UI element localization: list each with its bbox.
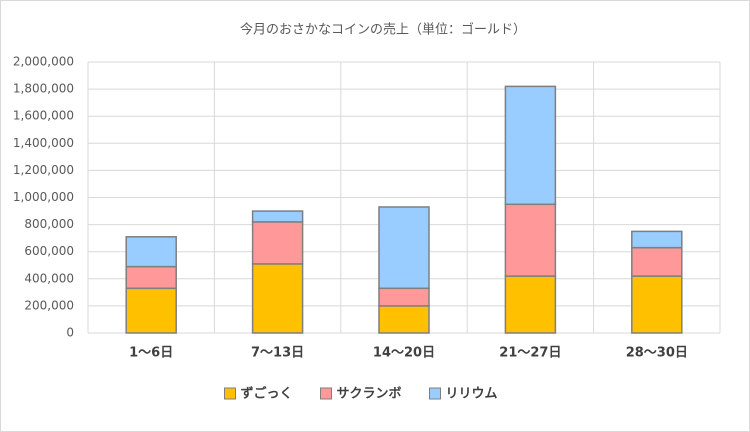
x-tick-label: 7〜13日	[251, 346, 304, 361]
bar-segment	[378, 287, 430, 307]
bar-segment	[125, 265, 177, 290]
legend-swatch	[224, 387, 236, 400]
bar-segment	[125, 287, 177, 334]
bar-segment	[504, 203, 557, 277]
y-tick-label: 1,200,000	[13, 163, 74, 177]
bar-segment	[631, 246, 683, 277]
bar-segment	[378, 305, 430, 334]
y-tick-label: 2,000,000	[13, 55, 74, 69]
legend-swatch	[429, 387, 441, 400]
bar-segment	[251, 263, 304, 334]
y-tick-label: 1,600,000	[13, 109, 74, 123]
bar-segment	[631, 275, 683, 334]
x-tick-label: 1〜6日	[129, 346, 173, 361]
y-tick-label: 1,800,000	[13, 82, 74, 96]
bar-segment	[378, 206, 430, 290]
y-tick-label: 1,000,000	[13, 190, 74, 204]
y-tick-label: 0	[66, 326, 74, 340]
legend-label: ずごっく	[241, 386, 293, 402]
bar-segment	[504, 85, 557, 206]
bar-segment	[125, 236, 177, 268]
x-tick-label: 28〜30日	[626, 346, 688, 361]
bar-segment	[504, 275, 557, 334]
y-tick-label: 600,000	[24, 244, 74, 258]
x-tick-label: 21〜27日	[499, 346, 561, 361]
y-tick-label: 800,000	[24, 217, 74, 231]
legend-swatch	[320, 387, 332, 400]
legend-label: サクランボ	[337, 386, 402, 402]
chart-title: 今月のおさかなコインの売上（単位：ゴールド）	[240, 22, 526, 38]
bar-segment	[251, 210, 304, 223]
y-tick-label: 1,400,000	[13, 136, 74, 150]
y-tick-label: 400,000	[24, 271, 74, 285]
bar-segment	[631, 230, 683, 249]
bar-segment	[251, 221, 304, 265]
x-tick-label: 14〜20日	[373, 346, 435, 361]
y-tick-label: 200,000	[24, 298, 74, 312]
legend-label: リリウム	[446, 387, 498, 402]
